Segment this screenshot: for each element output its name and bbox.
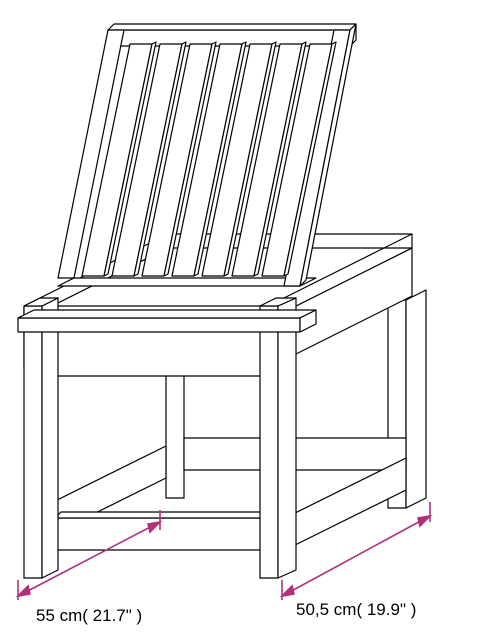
seat-front-cap xyxy=(18,310,316,332)
front-left-leg xyxy=(24,298,58,578)
dimension-label-depth: 55 cm( 21.7" ) xyxy=(36,606,142,626)
dimension-label-width: 50,5 cm( 19.9" ) xyxy=(296,600,416,620)
chair-diagram-svg xyxy=(0,0,500,641)
backrest xyxy=(58,24,356,294)
technical-drawing: 55 cm( 21.7" ) 50,5 cm( 19.9" ) xyxy=(0,0,500,641)
front-right-leg xyxy=(260,298,296,578)
lower-front-rail xyxy=(55,512,269,550)
lower-side-rail-right xyxy=(281,458,406,552)
